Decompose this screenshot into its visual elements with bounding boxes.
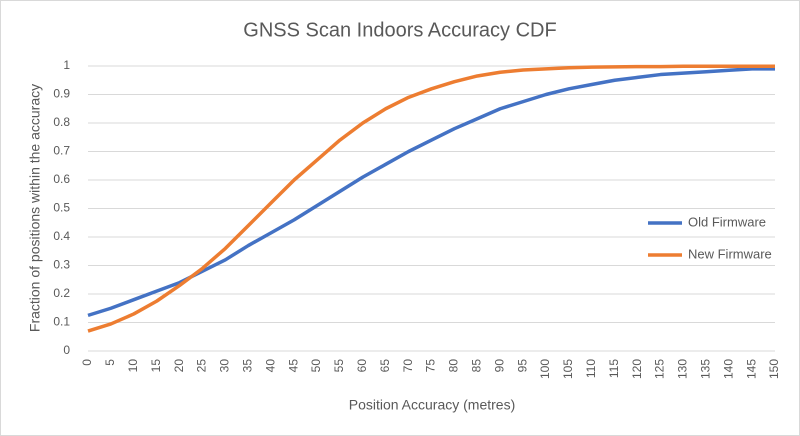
line-series [87, 64, 775, 333]
legend-label: Old Firmware [688, 214, 766, 229]
x-tick-label: 90 [492, 359, 506, 373]
x-tick-label: 30 [218, 359, 232, 373]
x-tick-label: 105 [561, 359, 575, 379]
x-tick-label: 75 [424, 359, 438, 373]
x-tick-label: 50 [309, 359, 323, 373]
x-tick-label: 25 [195, 359, 209, 373]
x-tick-label: 35 [240, 359, 254, 373]
x-tick-label: 130 [676, 359, 690, 379]
x-tick-label: 70 [401, 359, 415, 373]
x-tick-label: 15 [149, 359, 163, 373]
x-tick-label: 85 [469, 359, 483, 373]
x-tick-label: 150 [767, 359, 781, 379]
y-tick-label: 1 [63, 58, 70, 72]
x-tick-label: 95 [515, 359, 529, 373]
y-tick-label: 0.2 [53, 286, 70, 300]
y-tick-label: 0.7 [53, 144, 70, 158]
x-tick-label: 45 [286, 359, 300, 373]
y-axis-title: Fraction of positions within the accurac… [27, 84, 43, 332]
y-tick-label: 0.5 [53, 201, 70, 215]
x-tick-label: 135 [698, 359, 712, 379]
x-tick-label: 145 [744, 359, 758, 379]
x-axis-title: Position Accuracy (metres) [349, 397, 516, 413]
y-tick-label: 0.4 [53, 229, 70, 243]
y-tick-label: 0.6 [53, 172, 70, 186]
y-tick-label: 0.9 [53, 87, 70, 101]
x-tick-label: 115 [607, 359, 621, 378]
x-tick-label: 40 [263, 359, 277, 373]
x-tick-label: 0 [80, 359, 94, 366]
y-tick-label: 0.8 [53, 115, 70, 129]
x-tick-label: 10 [126, 359, 140, 373]
y-tick-label: 0.3 [53, 258, 70, 272]
x-tick-label: 120 [630, 359, 644, 379]
line-series [87, 67, 775, 318]
x-tick-label: 65 [378, 359, 392, 373]
x-tick-label: 60 [355, 359, 369, 373]
x-tick-label: 100 [538, 359, 552, 379]
chart-title: GNSS Scan Indoors Accuracy CDF [243, 19, 556, 41]
legend-label: New Firmware [688, 246, 772, 261]
x-tick-label: 20 [172, 359, 186, 373]
x-tick-label: 5 [103, 359, 117, 366]
x-tick-label: 80 [447, 359, 461, 373]
y-tick-label: 0 [63, 343, 70, 357]
x-tick-label: 125 [653, 359, 667, 379]
y-tick-label: 0.1 [53, 315, 70, 329]
x-tick-label: 140 [721, 359, 735, 379]
x-tick-label: 55 [332, 359, 346, 373]
x-tick-label: 110 [584, 359, 598, 378]
